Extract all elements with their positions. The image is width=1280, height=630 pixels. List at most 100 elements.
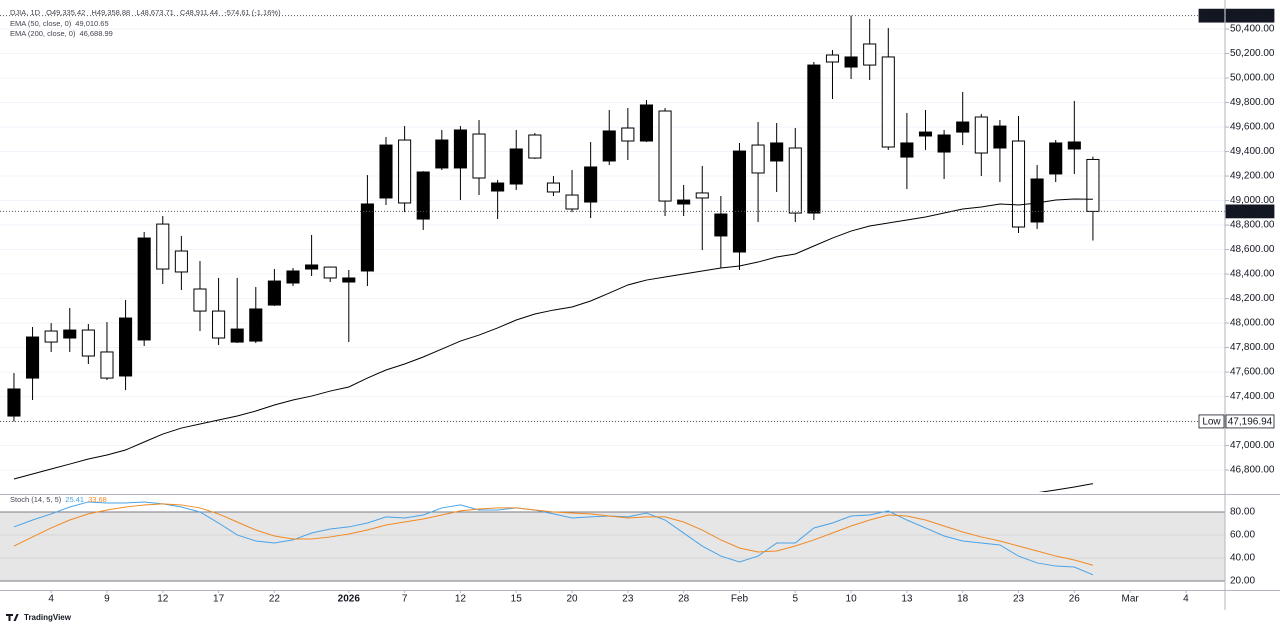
x-tick-label: 15 xyxy=(511,594,523,605)
candle-body xyxy=(639,104,653,142)
footer: TradingView xyxy=(6,613,71,622)
y-tick-label: 49,800.00 xyxy=(1230,97,1275,108)
legend-stoch: Stoch (14, 5, 5) 25.41 33.68 xyxy=(10,495,111,505)
price-tag-label: 48,911.44 xyxy=(1228,207,1272,218)
price-pane xyxy=(0,15,1225,492)
x-tick-label: 5 xyxy=(792,594,798,605)
candle-body xyxy=(621,127,635,142)
ema-line xyxy=(1038,483,1094,492)
x-tick-label: 10 xyxy=(846,594,858,605)
candle-body xyxy=(528,134,542,159)
y-tick-label: 49,600.00 xyxy=(1230,122,1275,133)
candle-body xyxy=(100,351,114,379)
stoch-tick-label: 80.00 xyxy=(1230,507,1255,518)
candle-body xyxy=(379,144,393,199)
candle-body xyxy=(1049,142,1063,175)
y-tick-label: 47,800.00 xyxy=(1230,342,1275,353)
x-tick-label: 18 xyxy=(957,594,969,605)
stoch-band xyxy=(0,511,1225,582)
x-tick-label: 23 xyxy=(622,594,634,605)
overlay-value: 46,688.99 xyxy=(79,29,113,38)
y-tick-label: 50,400.00 xyxy=(1230,24,1275,35)
candle-body xyxy=(900,142,914,158)
candle-body xyxy=(249,308,263,342)
stoch-tick-label: 60.00 xyxy=(1230,530,1255,541)
candle-body xyxy=(360,203,374,272)
candle-body xyxy=(937,134,951,153)
candle-body xyxy=(974,116,988,154)
stoch-line xyxy=(13,501,1094,576)
logo-mark xyxy=(6,614,19,621)
price-tag xyxy=(1225,414,1275,429)
legend-ema200: EMA (200, close, 0) 46,688.99 xyxy=(10,29,117,39)
candle-body xyxy=(212,310,226,339)
y-tick-label: 47,000.00 xyxy=(1230,440,1275,451)
legend-key: C xyxy=(179,8,186,17)
candle-body xyxy=(509,148,523,185)
y-tick-label: 47,600.00 xyxy=(1230,367,1275,378)
candle-body xyxy=(1086,158,1100,212)
candle-body xyxy=(63,329,77,339)
legend-key: O xyxy=(46,8,52,17)
footer-brand: TradingView xyxy=(24,613,71,622)
overlay-value: 49,010.65 xyxy=(75,19,109,28)
legend-title: DJIA, 1D xyxy=(10,8,41,17)
x-tick-label: 26 xyxy=(1069,594,1081,605)
y-tick-label: 48,600.00 xyxy=(1230,244,1275,255)
x-tick-label: 28 xyxy=(678,594,690,605)
axes: 50,400.00 50,200.00 50,000.00 49,800.00 49,6… xyxy=(0,0,1280,610)
candle-body xyxy=(435,139,449,169)
candle-body xyxy=(7,388,21,417)
price-tag-label: 50,509.22 xyxy=(1228,11,1273,22)
price-tag xyxy=(1225,204,1275,219)
y-tick-label: 49,000.00 xyxy=(1230,195,1275,206)
legend-ema50: EMA (50, close, 0) 49,010.65 xyxy=(10,19,113,29)
candle-body xyxy=(732,150,747,253)
candle-body xyxy=(770,142,784,162)
x-tick-label: Mar xyxy=(1122,594,1140,605)
candle-body xyxy=(1067,141,1081,150)
candle-body xyxy=(751,144,765,174)
y-tick-label: 50,200.00 xyxy=(1230,48,1275,59)
x-tick-label: 12 xyxy=(157,594,169,605)
candle-body xyxy=(807,64,821,214)
candle-body xyxy=(714,213,728,237)
candle-body xyxy=(286,270,300,284)
overlay-name: EMA (50, close, 0) xyxy=(10,19,72,28)
candle-body xyxy=(193,288,207,312)
y-tick-label: 48,400.00 xyxy=(1230,269,1275,280)
legend-change: -574.61 (-1.16%) xyxy=(224,8,281,17)
price-tag xyxy=(1225,8,1275,23)
stoch-pane xyxy=(0,501,1225,582)
candle-body xyxy=(137,237,151,341)
candle-body xyxy=(1030,178,1044,223)
candle-body xyxy=(119,317,133,377)
price-tag-name-box xyxy=(1198,414,1225,429)
x-tick-label: 4 xyxy=(1183,594,1189,605)
x-tick-label: 17 xyxy=(213,594,225,605)
stoch-tick-label: 20.00 xyxy=(1230,576,1255,587)
x-tick-label: Feb xyxy=(731,594,749,605)
y-tick-label: 48,800.00 xyxy=(1230,220,1275,231)
candle-body xyxy=(230,328,244,343)
candle-body xyxy=(1011,140,1026,228)
grid xyxy=(0,28,1225,471)
y-tick-label: 49,400.00 xyxy=(1230,146,1275,157)
indicator-name: Stoch (14, 5, 5) xyxy=(10,495,62,504)
ema-line xyxy=(13,198,1093,480)
legend-main: DJIA, 1D O49,335.42 H49,358.88 L48,673.7… xyxy=(10,8,285,18)
y-tick-label: 49,200.00 xyxy=(1230,171,1275,182)
legend-key: L xyxy=(136,8,141,17)
legend-value: 48,673.71 xyxy=(140,8,174,17)
x-tick-label: 20 xyxy=(566,594,578,605)
logo xyxy=(6,614,19,621)
candle-body xyxy=(863,43,877,66)
candle-body xyxy=(695,192,709,199)
candle-body xyxy=(267,280,281,306)
candle-body xyxy=(788,147,802,214)
x-tick-label: 4 xyxy=(48,594,54,605)
legend-value: 49,358.88 xyxy=(96,8,131,17)
candle-body xyxy=(398,139,412,204)
